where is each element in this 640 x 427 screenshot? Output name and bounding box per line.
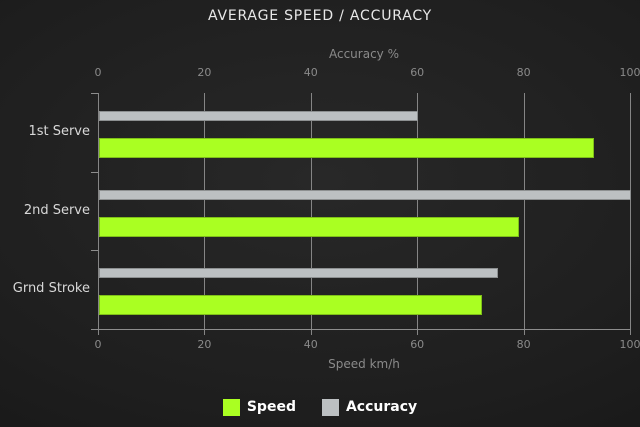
- legend-item-accuracy[interactable]: Accuracy: [321, 398, 418, 416]
- bar-accuracy-grnd-stroke[interactable]: [99, 268, 498, 279]
- category-tick: [91, 93, 98, 94]
- legend-label-speed: Speed: [246, 399, 296, 415]
- plot-area: [91, 93, 631, 335]
- legend-item-speed[interactable]: Speed: [222, 398, 296, 416]
- bar-accuracy-2nd-serve[interactable]: [99, 189, 631, 200]
- category-label-1st-serve: 1st Serve: [28, 124, 90, 139]
- bar-speed-2nd-serve[interactable]: [99, 216, 520, 237]
- legend: Speed Accuracy: [0, 397, 640, 417]
- bottom-tick-label-0: 0: [94, 338, 102, 351]
- bottom-tick-label-20: 20: [197, 338, 212, 351]
- bottom-tick-label-40: 40: [303, 338, 318, 351]
- bottom-axis-label: Speed km/h: [328, 357, 400, 371]
- top-tick-label-40: 40: [303, 66, 318, 79]
- top-tick-label-20: 20: [197, 66, 212, 79]
- gridline-100: [630, 93, 631, 335]
- top-tick-label-100: 100: [619, 66, 640, 79]
- y-axis-line: [98, 93, 99, 335]
- bottom-tick-label-80: 80: [516, 338, 531, 351]
- bottom-tick-label-100: 100: [619, 338, 640, 351]
- bar-speed-grnd-stroke[interactable]: [99, 295, 483, 316]
- category-label-grnd-stroke: Grnd Stroke: [12, 281, 90, 297]
- category-label-2nd-serve: 2nd Serve: [23, 202, 90, 218]
- top-tick-label-80: 80: [516, 66, 531, 79]
- bottom-tick-label-60: 60: [410, 338, 425, 351]
- legend-swatch-accuracy: [321, 398, 339, 416]
- category-tick: [91, 250, 98, 252]
- bar-accuracy-1st-serve[interactable]: [99, 111, 419, 121]
- bar-speed-1st-serve[interactable]: [99, 138, 594, 158]
- top-tick-label-0: 0: [94, 66, 102, 79]
- legend-label-accuracy: Accuracy: [345, 399, 418, 415]
- legend-swatch-speed: [222, 398, 240, 416]
- gridline-20: [204, 93, 206, 335]
- top-axis-label: Accuracy %: [328, 47, 399, 61]
- category-tick: [91, 171, 98, 173]
- gridline-80: [523, 93, 525, 335]
- chart-title: AVERAGE SPEED / ACCURACY: [207, 8, 433, 24]
- gridline-60: [417, 93, 419, 335]
- x-axis-line: [91, 329, 630, 330]
- top-tick-label-60: 60: [410, 66, 425, 79]
- gridline-40: [310, 93, 312, 335]
